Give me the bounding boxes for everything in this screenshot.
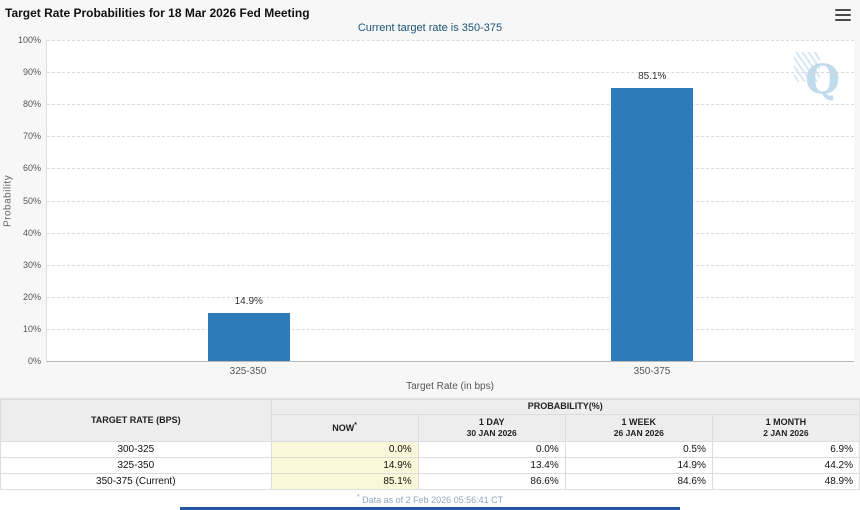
- y-axis-tick-label: 50%: [22, 195, 41, 206]
- 1day-cell: 13.4%: [417, 456, 566, 474]
- footnote-marker: *: [356, 493, 360, 501]
- 1day-cell: 86.6%: [417, 472, 566, 490]
- gridline: [47, 296, 854, 298]
- gridline: [47, 40, 854, 41]
- chart-panel: Target Rate Probabilities for 18 Mar 202…: [0, 4, 860, 399]
- plot-area: Probability Q 100% 90% 80% 70% 60% 50% 40% 30% 2…: [3, 35, 854, 366]
- bar-325-350[interactable]: [207, 313, 290, 361]
- hamburger-icon: [835, 14, 851, 16]
- x-axis-tick-label: 325-350: [229, 366, 267, 377]
- col-header-1day-date: 30 JAN 2026: [466, 428, 517, 439]
- now-footnote-marker: *: [354, 421, 357, 429]
- data-asof-footnote: * Data as of 2 Feb 2026 05:56:41 CT: [0, 490, 860, 507]
- 1month-cell: 6.9%: [711, 440, 860, 458]
- y-axis-tick-label: 10%: [22, 323, 41, 334]
- col-header-1day: 1 DAY 30 JAN 2026: [417, 414, 566, 442]
- gridline: [47, 328, 854, 330]
- bar-350-375[interactable]: [611, 87, 694, 361]
- now-cell: 85.1%: [270, 472, 419, 490]
- rate-cell: 300-325: [0, 440, 272, 458]
- now-cell: 14.9%: [270, 456, 419, 474]
- hamburger-icon: [835, 9, 851, 11]
- table-row: 350-375 (Current) 85.1% 86.6% 84.6% 48.9…: [0, 472, 860, 490]
- title-row: Target Rate Probabilities for 18 Mar 202…: [0, 4, 860, 22]
- col-header-now-label: NOW: [332, 422, 355, 433]
- rate-cell: 325-350: [0, 456, 272, 474]
- x-axis-tick-label: 350-375: [633, 366, 671, 377]
- 1month-cell: 48.9%: [711, 472, 860, 490]
- now-cell: 0.0%: [270, 440, 419, 458]
- col-group-probability: PROBABILITY(%): [270, 399, 860, 415]
- col-header-1month-label: 1 MONTH: [765, 417, 807, 427]
- y-axis-tick-label: 70%: [22, 131, 41, 142]
- chart-subtitle: Current target rate is 350-375: [357, 22, 503, 34]
- chart-context-menu-button[interactable]: [835, 8, 851, 22]
- gridline: [47, 200, 854, 202]
- bar-value-label: 14.9%: [234, 296, 263, 308]
- 1day-cell: 0.0%: [417, 440, 566, 458]
- table-row: 325-350 14.9% 13.4% 14.9% 44.2%: [0, 456, 860, 474]
- y-axis-tick-label: 100%: [17, 35, 41, 45]
- probability-table: TARGET RATE (BPS) PROBABILITY(%) NOW* 1 …: [0, 399, 860, 490]
- col-header-1week: 1 WEEK 26 JAN 2026: [564, 414, 713, 442]
- table-row: 300-325 0.0% 0.0% 0.5% 6.9%: [0, 440, 860, 458]
- probability-table-section: TARGET RATE (BPS) PROBABILITY(%) NOW* 1 …: [0, 399, 860, 507]
- y-axis-tick-label: 20%: [22, 291, 41, 302]
- col-header-now: NOW*: [270, 414, 419, 442]
- footer-banner: [180, 506, 680, 510]
- col-header-1week-date: 26 JAN 2026: [613, 428, 664, 439]
- bar-value-label: 85.1%: [638, 70, 667, 82]
- rate-cell: 350-375 (Current): [0, 472, 272, 490]
- table-header-row: TARGET RATE (BPS) PROBABILITY(%): [0, 399, 860, 442]
- gridline: [47, 264, 854, 266]
- col-header-1month-date: 2 JAN 2026: [763, 428, 809, 439]
- 1week-cell: 84.6%: [564, 472, 713, 490]
- x-axis-title: Target Rate (in bps): [406, 381, 494, 392]
- gridline: [47, 72, 854, 74]
- x-axis: 325-350 350-375: [46, 362, 854, 380]
- col-header-target-rate: TARGET RATE (BPS): [0, 399, 272, 442]
- gridline: [47, 168, 854, 170]
- y-axis-tick-label: 30%: [22, 259, 41, 270]
- 1week-cell: 0.5%: [564, 440, 713, 458]
- logo-watermark-q-icon: Q: [805, 56, 840, 103]
- y-axis-tick-label: 60%: [22, 163, 41, 174]
- page-title: Target Rate Probabilities for 18 Mar 202…: [5, 6, 310, 20]
- hamburger-icon: [835, 19, 851, 21]
- 1month-cell: 44.2%: [711, 456, 860, 474]
- col-header-1week-label: 1 WEEK: [621, 417, 657, 427]
- y-axis-tick-label: 40%: [22, 227, 41, 238]
- y-axis-tick-label: 80%: [22, 99, 41, 110]
- 1week-cell: 14.9%: [564, 456, 713, 474]
- y-axis-tick-label: 0%: [27, 356, 41, 366]
- footnote-text: Data as of 2 Feb 2026 05:56:41 CT: [362, 494, 504, 505]
- gridline: [47, 136, 854, 138]
- gridline: [47, 232, 854, 234]
- logo-watermark-slashes-icon: [794, 52, 820, 82]
- y-axis-tick-label: 90%: [22, 67, 41, 78]
- col-header-1month: 1 MONTH 2 JAN 2026: [711, 414, 860, 442]
- logo-watermark: Q: [792, 52, 840, 106]
- chart-area: Probability Q 100% 90% 80% 70% 60% 50% 40% 30% 2…: [3, 35, 854, 396]
- col-header-1day-label: 1 DAY: [478, 417, 505, 427]
- gridline: [47, 104, 854, 106]
